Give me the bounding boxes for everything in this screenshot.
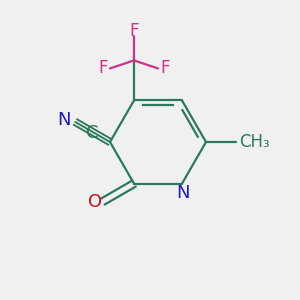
Text: N: N xyxy=(57,111,70,129)
Text: F: F xyxy=(160,59,170,77)
Text: F: F xyxy=(98,59,108,77)
Text: O: O xyxy=(88,193,102,211)
Text: N: N xyxy=(176,184,190,202)
Text: CH₃: CH₃ xyxy=(239,133,270,151)
Text: C: C xyxy=(86,124,99,142)
Text: F: F xyxy=(129,22,139,40)
